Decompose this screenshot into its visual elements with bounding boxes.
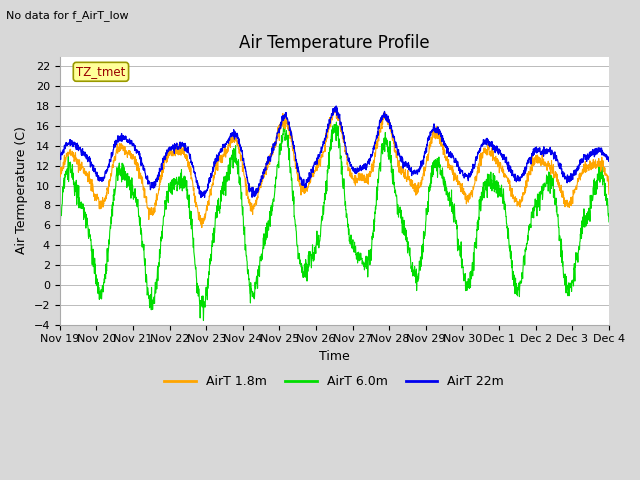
Y-axis label: Air Termperature (C): Air Termperature (C) — [15, 127, 28, 254]
X-axis label: Time: Time — [319, 350, 349, 363]
Text: No data for f_AirT_low: No data for f_AirT_low — [6, 10, 129, 21]
Title: Air Temperature Profile: Air Temperature Profile — [239, 34, 429, 52]
Legend: AirT 1.8m, AirT 6.0m, AirT 22m: AirT 1.8m, AirT 6.0m, AirT 22m — [159, 371, 509, 394]
Text: TZ_tmet: TZ_tmet — [76, 65, 125, 78]
